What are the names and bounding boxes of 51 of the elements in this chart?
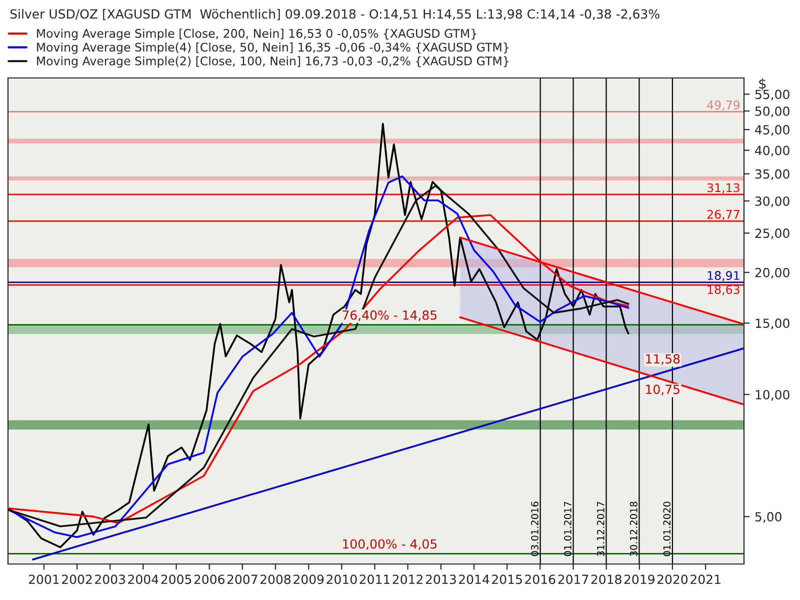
ref-line-label: 31.12.2017 [597,502,604,556]
x-tick-label: 2017 [558,574,588,584]
y-tick-label: 35,00 [755,169,790,180]
x-tick-label: 2002 [62,574,92,584]
x-tick-label: 2003 [95,574,125,584]
x-tick-label: 2013 [426,574,456,584]
x-tick-label: 2018 [591,574,622,584]
ref-line-label: 49,79 [707,100,740,111]
y-axis-title: $ [759,78,766,91]
annotation: 11,58 [646,354,680,365]
annotation: 76,40% - 14,85 [342,310,436,322]
x-tick-label: 2008 [260,574,291,584]
y-tick-label: 45,00 [755,125,790,136]
x-tick-label: 2004 [128,574,158,584]
chart-title: Silver USD/OZ [XAGUSD GTM Wöchentlich] 09.09.2018 - O:14,51 H:14,55 L:13,98 C:14,14 -0,38 -2,63% [10,9,660,20]
y-tick-label: 20,00 [755,268,790,279]
ref-line-label: 30.12.2018 [630,502,638,556]
x-tick-label: 2007 [227,574,258,584]
x-tick-label: 2005 [161,574,192,584]
ref-line-label: 31,13 [707,183,740,194]
y-tick-label: 10,00 [756,390,790,401]
ref-line-label: 01.01.2020 [663,502,671,556]
x-tick-label: 2021 [690,574,720,584]
x-tick-label: 2014 [459,574,490,584]
y-tick-label: 30,00 [755,196,790,208]
ref-line-label: 18,91 [708,271,740,282]
x-tick-label: 2016 [525,574,556,584]
x-tick-label: 2001 [28,574,59,584]
legend-label: Moving Average Simple [Close, 200, Nein] 16,53 0 -0,05% {XAGUSD GTM} [37,28,476,40]
annotation: 10,75 [646,384,680,396]
x-tick-label: 2019 [624,574,654,584]
legend-label: Moving Average Simple(4) [Close, 50, Nein] 16,35 -0,06 -0,34% {XAGUSD GTM} [37,42,508,54]
y-tick-label: 15,00 [756,318,790,330]
ref-line-label: 01.01.2017 [564,502,572,556]
y-tick-label: 25,00 [755,228,790,240]
x-tick-label: 2006 [194,574,224,584]
ref-line-label: 26,77 [707,210,740,220]
x-tick-label: 2011 [360,574,390,584]
y-tick-label: 5,00 [755,512,782,523]
y-tick-label: 50,00 [755,106,790,118]
x-tick-label: 2009 [294,574,324,584]
x-tick-label: 2020 [657,574,688,584]
ref-line-label: 18,63 [708,285,740,296]
y-tick-label: 40,00 [755,146,790,156]
annotation: 100,00% - 4,05 [343,539,436,550]
x-tick-label: 2015 [492,574,522,584]
x-tick-label: 2012 [392,574,422,584]
x-tick-label: 2010 [326,574,357,584]
legend-label: Moving Average Simple(2) [Close, 100, Nein] 16,73 -0,03 -0,2% {XAGUSD GTM} [37,56,508,68]
y-tick-label: 55,00 [755,90,790,100]
ref-line-label: 03.01.2016 [531,502,538,556]
